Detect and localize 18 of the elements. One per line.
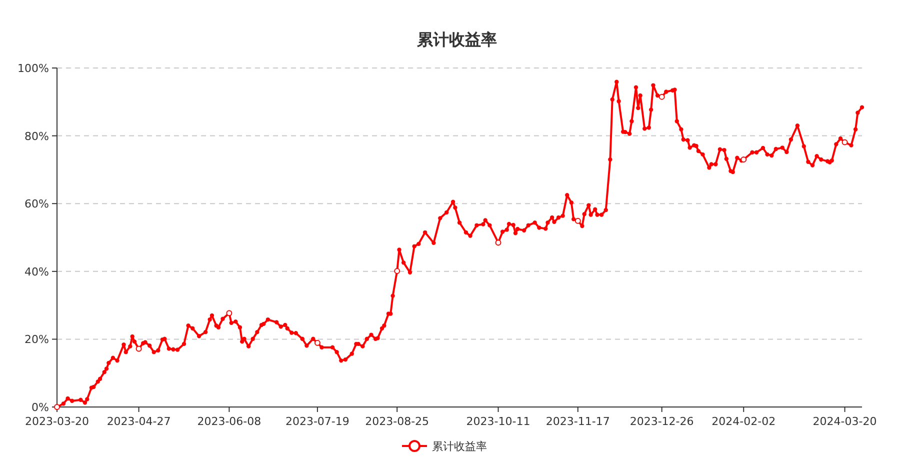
xtick: 2023-03-20 — [25, 415, 89, 428]
xtick: 2023-07-19 — [285, 415, 350, 428]
ytick: 0% — [32, 401, 49, 414]
xtick: 2023-10-11 — [466, 415, 530, 428]
ytick: 60% — [24, 198, 49, 211]
ytick: 20% — [24, 333, 49, 346]
xtick: 2023-06-08 — [197, 415, 262, 428]
legend-label: 累计收益率 — [432, 440, 487, 453]
xtick: 2023-12-26 — [630, 415, 694, 428]
ytick: 40% — [24, 265, 49, 278]
xtick: 2024-03-20 — [812, 415, 877, 428]
xtick: 2023-11-17 — [546, 415, 610, 428]
ytick: 80% — [24, 130, 49, 143]
ytick: 100% — [18, 62, 49, 75]
title: 累计收益率 — [417, 30, 497, 49]
xtick: 2023-04-27 — [106, 415, 171, 428]
xtick: 2024-02-02 — [712, 415, 776, 428]
xtick: 2023-08-25 — [365, 415, 430, 428]
